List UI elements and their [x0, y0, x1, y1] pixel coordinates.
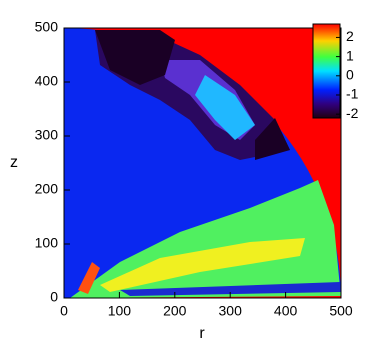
x-tick-label: 100 — [108, 303, 132, 319]
colorbar-tick-label: -1 — [346, 86, 359, 102]
plot-frame — [63, 27, 342, 299]
field — [64, 28, 341, 298]
colorbar — [312, 23, 341, 119]
y-tick-label: 0 — [50, 289, 58, 305]
disk-region — [100, 238, 305, 292]
x-tick-label: 0 — [60, 303, 68, 319]
colorbar-tick-label: -2 — [346, 105, 359, 121]
y-tick-label: 400 — [35, 73, 59, 89]
x-tick-label: 400 — [274, 303, 298, 319]
x-tick-label: 200 — [163, 303, 187, 319]
y-tick-label: 500 — [35, 19, 59, 35]
y-tick-label: 100 — [35, 235, 59, 251]
x-tick-label: 300 — [219, 303, 243, 319]
x-tick-label: 500 — [329, 303, 353, 319]
disk-region — [78, 262, 100, 294]
outflow-region — [195, 75, 255, 140]
y-tick-label: 200 — [35, 181, 59, 197]
outflow-region — [255, 118, 290, 160]
y-axis-label: z — [10, 154, 18, 171]
outflow-region — [95, 30, 175, 85]
colorbar-tick-label: 1 — [346, 47, 354, 63]
colorbar-tick-label: 2 — [346, 28, 354, 44]
x-axis-label: r — [199, 325, 205, 342]
y-tick-label: 300 — [35, 127, 59, 143]
colorbar-tick-label: 0 — [346, 66, 354, 82]
